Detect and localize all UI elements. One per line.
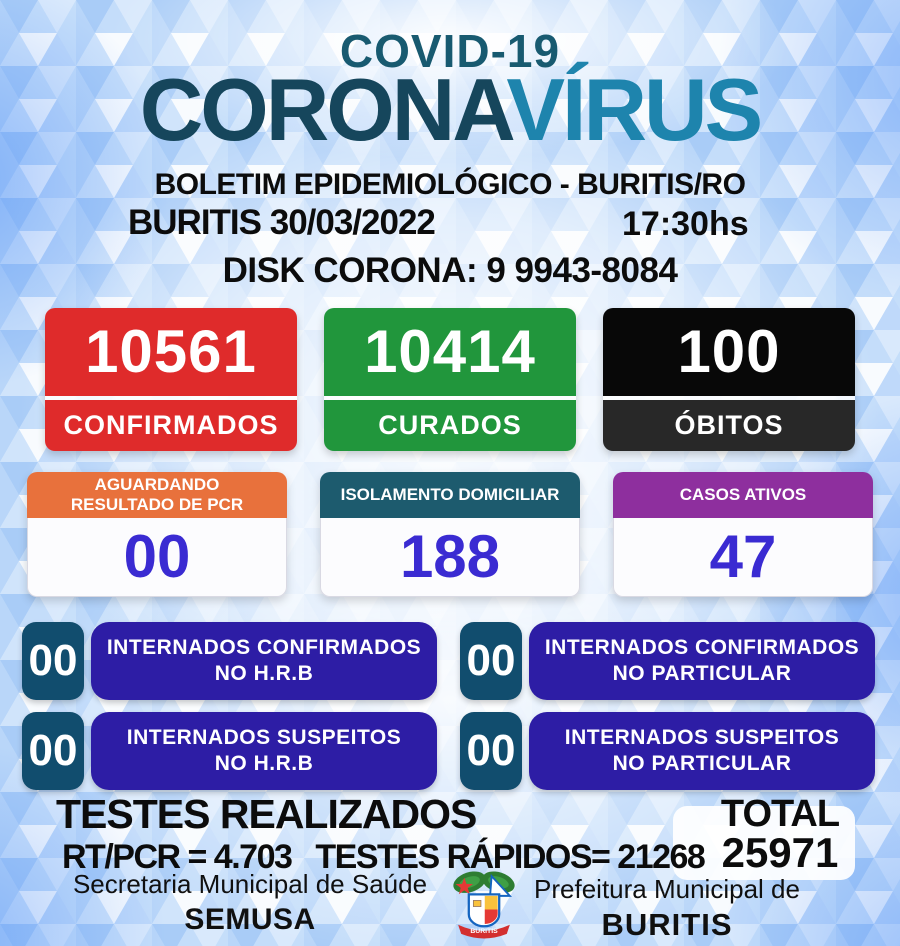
hospitalized-suspected-hrb-label: INTERNADOS SUSPEITOS NO H.R.B [91, 712, 437, 790]
summary-cards-row: 10561 CONFIRMADOS 10414 CURADOS 100 ÓBIT… [45, 308, 855, 451]
total-highlight-box [673, 806, 855, 880]
title-virus: VÍRUS [506, 60, 763, 159]
hospitalized-confirmed-hrb: 00 INTERNADOS CONFIRMADOS NO H.R.B [22, 622, 437, 700]
hospitalized-confirmed-private-count: 00 [460, 622, 522, 700]
hospitalized-confirmed-private-label: INTERNADOS CONFIRMADOS NO PARTICULAR [529, 622, 875, 700]
hospitalized-confirmed-hrb-label: INTERNADOS CONFIRMADOS NO H.R.B [91, 622, 437, 700]
tests-detail: RT/PCR = 4.703 TESTES RÁPIDOS= 21268 [62, 838, 706, 877]
title-corona: CORONA [139, 60, 510, 159]
bulletin-line: BOLETIM EPIDEMIOLÓGICO - BURITIS/RO [154, 168, 746, 201]
confirmed-card: 10561 CONFIRMADOS [45, 308, 297, 451]
pill-label-line1: INTERNADOS SUSPEITOS [126, 725, 402, 749]
star-icon [455, 877, 473, 895]
awaiting-pcr-header: AGUARDANDO RESULTADO DE PCR [27, 472, 287, 518]
pill-label-line2: NO PARTICULAR [612, 662, 792, 685]
cured-card: 10414 CURADOS [324, 308, 576, 451]
awaiting-pcr-value: 00 [27, 518, 287, 597]
disk-corona-hotline: DISK CORONA: 9 9943-8084 [222, 251, 678, 290]
hospitalized-suspected-private-label: INTERNADOS SUSPEITOS NO PARTICULAR [529, 712, 875, 790]
place-date: BURITIS 30/03/2022 [128, 203, 436, 242]
confirmed-label: CONFIRMADOS [45, 400, 297, 451]
active-cases-card: CASOS ATIVOS 47 [613, 472, 873, 597]
active-cases-header: CASOS ATIVOS [613, 472, 873, 518]
logo-city-name: BURITIS [470, 928, 498, 935]
pill-label-line2: NO PARTICULAR [612, 752, 792, 775]
hospitalized-suspected-private-count: 00 [460, 712, 522, 790]
pill-label-line1: INTERNADOS CONFIRMADOS [544, 635, 860, 659]
total-tests-value: 25971 [721, 829, 839, 876]
rtpcr-count: RT/PCR = 4.703 [62, 838, 293, 876]
home-isolation-value: 188 [320, 518, 580, 597]
hospitalized-suspected-hrb-count: 00 [22, 712, 84, 790]
deaths-card: 100 ÓBITOS [603, 308, 855, 451]
pill-label-line2: NO H.R.B [214, 662, 314, 685]
home-isolation-header: ISOLAMENTO DOMICILIAR [320, 472, 580, 518]
total-label: TOTAL [720, 793, 840, 835]
city-hall-name: Prefeitura Municipal de [534, 874, 800, 904]
card-divider [324, 396, 576, 400]
hospitalized-confirmed-hrb-count: 00 [22, 622, 84, 700]
city-hall-block: Prefeitura Municipal de BURITIS [524, 874, 810, 943]
rapid-tests-count: TESTES RÁPIDOS= 21268 [315, 838, 705, 876]
deaths-label: ÓBITOS [603, 400, 855, 451]
tests-title: TESTES REALIZADOS [56, 791, 477, 837]
buritis-coat-of-arms: BURITIS [453, 871, 515, 939]
cured-label: CURADOS [324, 400, 576, 451]
awaiting-pcr-card: AGUARDANDO RESULTADO DE PCR 00 [27, 472, 287, 597]
cured-value: 10414 [324, 308, 576, 396]
pill-label-line2: NO H.R.B [214, 752, 314, 775]
card-divider [45, 396, 297, 400]
health-department-name: Secretaria Municipal de Saúde [72, 869, 428, 899]
confirmed-value: 10561 [45, 308, 297, 396]
semusa-label: SEMUSA [184, 903, 316, 936]
hospitalized-confirmed-private: 00 INTERNADOS CONFIRMADOS NO PARTICULAR [460, 622, 875, 700]
covid19-supertitle: COVID-19 [339, 25, 561, 77]
status-cards-row: AGUARDANDO RESULTADO DE PCR 00 ISOLAMENT… [27, 472, 873, 597]
hospitalized-suspected-hrb: 00 INTERNADOS SUSPEITOS NO H.R.B [22, 712, 437, 790]
health-department-block: Secretaria Municipal de Saúde SEMUSA [66, 869, 434, 937]
pill-label-line1: INTERNADOS CONFIRMADOS [106, 635, 422, 659]
card-divider [603, 396, 855, 400]
home-isolation-card: ISOLAMENTO DOMICILIAR 188 [320, 472, 580, 597]
active-cases-value: 47 [613, 518, 873, 597]
hospitalized-suspected-private: 00 INTERNADOS SUSPEITOS NO PARTICULAR [460, 712, 875, 790]
deaths-value: 100 [603, 308, 855, 396]
coronavirus-title: CORONAVÍRUS [0, 66, 900, 154]
buritis-label: BURITIS [601, 907, 733, 942]
report-time: 17:30hs [622, 205, 749, 243]
pill-label-line1: INTERNADOS SUSPEITOS [564, 725, 840, 749]
